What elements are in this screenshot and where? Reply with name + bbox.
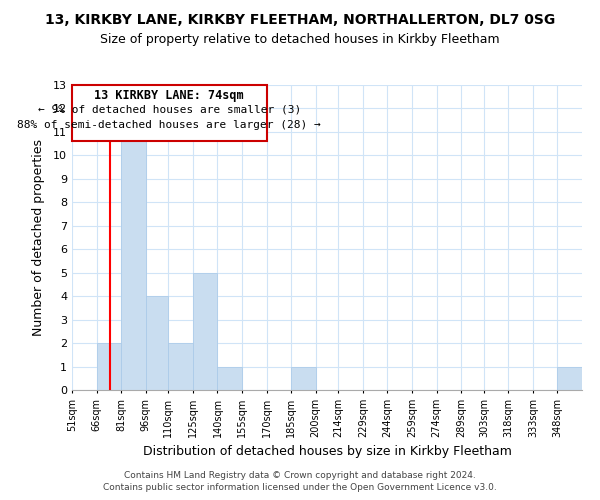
Bar	[169, 343, 193, 390]
Text: Contains HM Land Registry data © Crown copyright and database right 2024.: Contains HM Land Registry data © Crown c…	[124, 471, 476, 480]
Text: 88% of semi-detached houses are larger (28) →: 88% of semi-detached houses are larger (…	[17, 120, 321, 130]
Bar	[121, 132, 146, 390]
Text: ← 9% of detached houses are smaller (3): ← 9% of detached houses are smaller (3)	[38, 104, 301, 115]
FancyBboxPatch shape	[72, 85, 266, 141]
X-axis label: Distribution of detached houses by size in Kirkby Fleetham: Distribution of detached houses by size …	[143, 446, 511, 458]
Bar	[193, 272, 217, 390]
Text: 13 KIRKBY LANE: 74sqm: 13 KIRKBY LANE: 74sqm	[94, 89, 244, 102]
Text: Size of property relative to detached houses in Kirkby Fleetham: Size of property relative to detached ho…	[100, 32, 500, 46]
Bar	[97, 343, 121, 390]
Text: 13, KIRKBY LANE, KIRKBY FLEETHAM, NORTHALLERTON, DL7 0SG: 13, KIRKBY LANE, KIRKBY FLEETHAM, NORTHA…	[45, 12, 555, 26]
Text: Contains public sector information licensed under the Open Government Licence v3: Contains public sector information licen…	[103, 484, 497, 492]
Bar	[291, 366, 316, 390]
Bar	[217, 366, 242, 390]
Bar	[557, 366, 582, 390]
Bar	[146, 296, 169, 390]
Y-axis label: Number of detached properties: Number of detached properties	[32, 139, 44, 336]
